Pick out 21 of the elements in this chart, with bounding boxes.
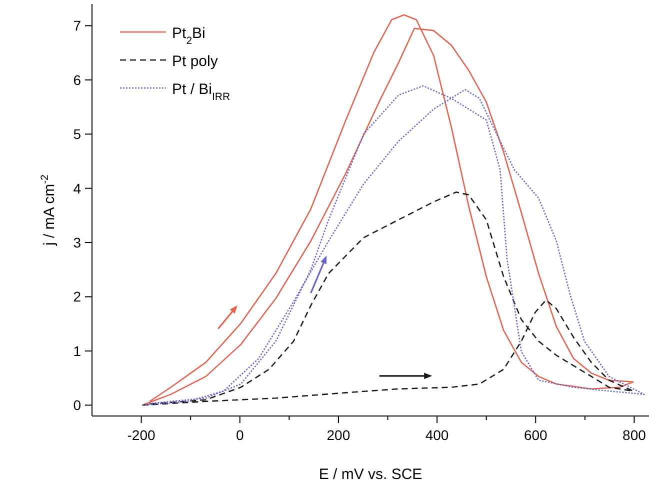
y-tick-label: 7 — [73, 18, 82, 34]
legend-label: Pt poly — [172, 53, 218, 70]
y-tick-label: 4 — [73, 180, 82, 196]
x-tick-label: 600 — [524, 427, 548, 443]
y-tick-label: 5 — [73, 126, 82, 142]
legend-label: Pt / Bi$_{IRR}$ — [172, 81, 231, 103]
x-tick-label: -200 — [127, 427, 156, 443]
x-tick-label: 200 — [326, 427, 350, 443]
line-series — [142, 85, 645, 406]
y-tick-label: 2 — [73, 288, 82, 305]
y-tick-label: 0 — [73, 397, 82, 414]
x-tick-label: 400 — [425, 427, 449, 443]
y-tick-label: 6 — [73, 72, 82, 88]
legend-label: Pt$_{2}$Bi — [172, 25, 206, 47]
x-tick-label: 800 — [622, 427, 646, 443]
x-tick-label: 0 — [236, 427, 244, 443]
x-axis-title: E / mV vs. SCE — [318, 466, 422, 483]
line-series — [142, 14, 634, 406]
y-tick-label: 3 — [73, 234, 82, 251]
line-series — [142, 191, 634, 406]
y-tick-label: 1 — [73, 342, 82, 359]
